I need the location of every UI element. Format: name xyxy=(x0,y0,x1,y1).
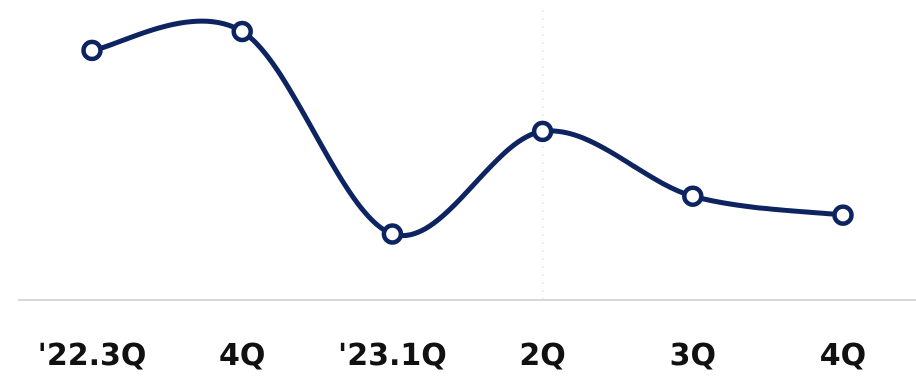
data-point-3 xyxy=(381,223,404,245)
series-line xyxy=(89,18,846,239)
data-point-5 xyxy=(682,185,704,207)
x-tick-label-5: 3Q xyxy=(670,338,716,373)
data-point-6 xyxy=(832,204,854,226)
data-point-2 xyxy=(231,20,253,43)
data-point-1 xyxy=(81,39,103,62)
data-points xyxy=(81,20,854,245)
x-tick-label-6: 4Q xyxy=(820,338,866,373)
x-tick-label-4: 2Q xyxy=(519,338,565,373)
x-tick-labels: '22.3Q 4Q '23.1Q 2Q 3Q 4Q xyxy=(38,338,867,373)
x-tick-label-1: '22.3Q xyxy=(38,338,147,373)
data-point-4 xyxy=(531,120,554,143)
x-tick-label-2: 4Q xyxy=(219,338,265,373)
x-tick-label-3: '23.1Q xyxy=(338,338,447,373)
